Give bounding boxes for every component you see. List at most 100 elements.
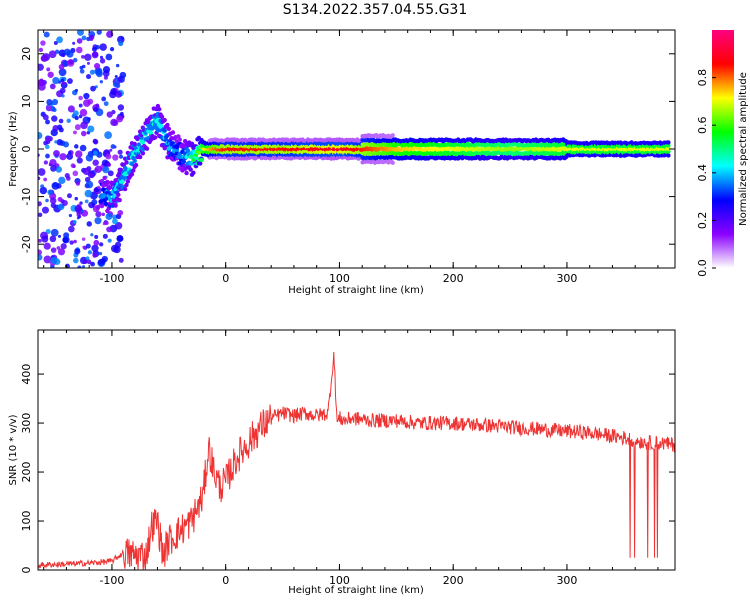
spectrogram-noise-cell bbox=[78, 95, 83, 101]
snr-y-tick-label: 0 bbox=[20, 567, 33, 574]
spectrogram-noise-cell bbox=[74, 88, 78, 92]
spectrogram-ridge-cell bbox=[122, 186, 128, 192]
spectrogram-noise-cell bbox=[49, 197, 57, 204]
spectrogram-noise-cell bbox=[104, 131, 113, 140]
spectrogram-noise-cell bbox=[43, 242, 51, 250]
snr-y-tick-label: 300 bbox=[20, 413, 33, 434]
spectrogram-noise-cell bbox=[74, 196, 79, 201]
spectrogram-noise-cell bbox=[102, 65, 111, 74]
spectrogram-ridge-cell bbox=[133, 162, 139, 168]
snr-x-tick-label: 300 bbox=[556, 574, 577, 587]
spectrogram-noise-cell bbox=[76, 157, 83, 164]
spectrogram-noise-cell bbox=[93, 139, 99, 145]
spectrogram-ridge-cell bbox=[184, 170, 189, 176]
snr-frame bbox=[37, 329, 676, 571]
spectrogram-noise-cell bbox=[119, 71, 127, 79]
spectrogram-noise-cell bbox=[38, 82, 46, 91]
spectrogram-noise-cell bbox=[53, 40, 58, 46]
spectrogram-ridge-cell bbox=[162, 117, 167, 123]
spectrogram-noise-cell bbox=[74, 144, 79, 149]
spectrogram-noise-cell bbox=[58, 80, 62, 84]
spectrogram-x-tick-label: 0 bbox=[222, 272, 229, 285]
spectrogram-noise-cell bbox=[89, 69, 96, 75]
spectrogram-ridge-cell bbox=[666, 153, 671, 158]
snr-y-tick: 100 bbox=[20, 511, 675, 532]
spectrogram-noise-cell bbox=[109, 47, 115, 52]
spectrogram-noise-cell bbox=[60, 243, 67, 250]
spectrogram-noise-cell bbox=[76, 30, 85, 36]
spectrogram-ridge-cell bbox=[390, 133, 395, 138]
spectrogram-noise-cell bbox=[68, 225, 75, 233]
spectrogram-noise-cell bbox=[93, 239, 100, 246]
spectrogram-noise-cell bbox=[105, 53, 113, 61]
spectrogram-noise-cell bbox=[73, 130, 77, 135]
spectrogram-ridge-cell bbox=[157, 107, 162, 112]
spectrogram-ridge-cell bbox=[116, 173, 121, 178]
spectrogram-noise-cell bbox=[99, 43, 107, 51]
snr-x-tick: 200 bbox=[443, 330, 464, 587]
spectrogram-ridge-cell bbox=[144, 146, 150, 151]
spectrogram-noise-cell bbox=[99, 58, 106, 64]
spectrogram-noise-cell bbox=[38, 131, 43, 140]
spectrogram-noise-cell bbox=[105, 153, 112, 160]
snr-x-axis-label: Height of straight line (km) bbox=[288, 585, 424, 596]
colorbar-tick: 0.2 bbox=[696, 212, 716, 229]
spectrogram-noise-cell bbox=[72, 57, 78, 63]
spectrogram-noise-cell bbox=[72, 170, 79, 177]
spectrogram-noise-cell bbox=[116, 235, 124, 243]
spectrogram-ridge-cell bbox=[124, 182, 129, 188]
spectrogram-noise-cell bbox=[39, 186, 48, 195]
spectrogram-noise-cell bbox=[58, 118, 64, 124]
snr-x-tick-label: 0 bbox=[222, 574, 229, 587]
spectrogram-noise-cell bbox=[85, 256, 90, 261]
spectrogram-noise-cell bbox=[86, 259, 92, 265]
spectrogram-noise-cell bbox=[50, 165, 57, 172]
spectrogram-ridge-cell bbox=[166, 126, 172, 131]
spectrogram-y-tick-label: 10 bbox=[20, 94, 33, 108]
spectrogram-noise-cell bbox=[82, 245, 86, 249]
spectrogram-noise-cell bbox=[84, 189, 93, 198]
spectrogram-noise-cell bbox=[50, 202, 57, 208]
spectrogram-noise-cell bbox=[110, 144, 116, 149]
spectrogram-noise-cell bbox=[102, 233, 108, 239]
colorbar-label: Normalized spectral amplitude bbox=[738, 72, 749, 226]
spectrogram-noise-cell bbox=[68, 213, 73, 218]
snr-x-ticks: -100 0 100 200 300 bbox=[43, 330, 659, 587]
spectrogram-noise-cell bbox=[95, 103, 100, 108]
spectrogram-noise-cell bbox=[99, 80, 103, 84]
snr-y-tick: 0 bbox=[20, 567, 675, 574]
spectrogram-noise-cell bbox=[49, 83, 56, 90]
spectrogram-noise-cell bbox=[69, 240, 74, 245]
spectrogram-noise-cell bbox=[82, 259, 88, 265]
spectrogram-noise-cell bbox=[115, 90, 123, 98]
colorbar-tick-label: 0.6 bbox=[696, 116, 709, 134]
spectrogram-noise-cell bbox=[60, 78, 65, 83]
spectrogram-ridge-cell bbox=[116, 192, 121, 197]
snr-series-line bbox=[38, 351, 675, 570]
spectrogram-noise-cell bbox=[40, 184, 45, 189]
spectrogram-noise-cell bbox=[82, 167, 91, 176]
colorbar: 0.0 0.2 0.4 0.6 0.8 Normalized spectral ampl… bbox=[696, 30, 749, 277]
spectrogram-noise-cell bbox=[51, 181, 60, 190]
spectrogram-noise-cell bbox=[43, 160, 49, 165]
colorbar-ticks: 0.0 0.2 0.4 0.6 0.8 bbox=[696, 69, 716, 277]
spectrogram-noise-cell bbox=[112, 214, 118, 220]
spectrogram-noise-cell bbox=[62, 236, 70, 244]
spectrogram-noise-cell bbox=[40, 40, 46, 46]
spectrogram-noise-cell bbox=[74, 248, 81, 255]
spectrogram-noise-cell bbox=[45, 105, 52, 112]
spectrogram-noise-cell bbox=[117, 149, 123, 155]
spectrogram-noise-cell bbox=[85, 180, 94, 189]
spectrogram-noise-cell bbox=[63, 232, 70, 239]
spectrogram-noise-cell bbox=[48, 50, 57, 59]
spectrogram-noise-cell bbox=[43, 177, 48, 182]
spectrogram-noise-cell bbox=[45, 228, 51, 235]
spectrogram-noise-cell bbox=[56, 36, 63, 44]
spectrogram-noise-cell bbox=[38, 212, 43, 217]
spectrogram-noise-cell bbox=[116, 115, 124, 123]
spectrogram-noise-cell bbox=[58, 176, 66, 185]
spectrogram-noise-cell bbox=[74, 115, 79, 121]
spectrogram-noise-cell bbox=[113, 245, 121, 254]
snr-panel: -100 0 100 200 300 0 100 200 300 400 Height of s… bbox=[8, 329, 676, 596]
spectrogram-noise-cell bbox=[85, 73, 92, 80]
